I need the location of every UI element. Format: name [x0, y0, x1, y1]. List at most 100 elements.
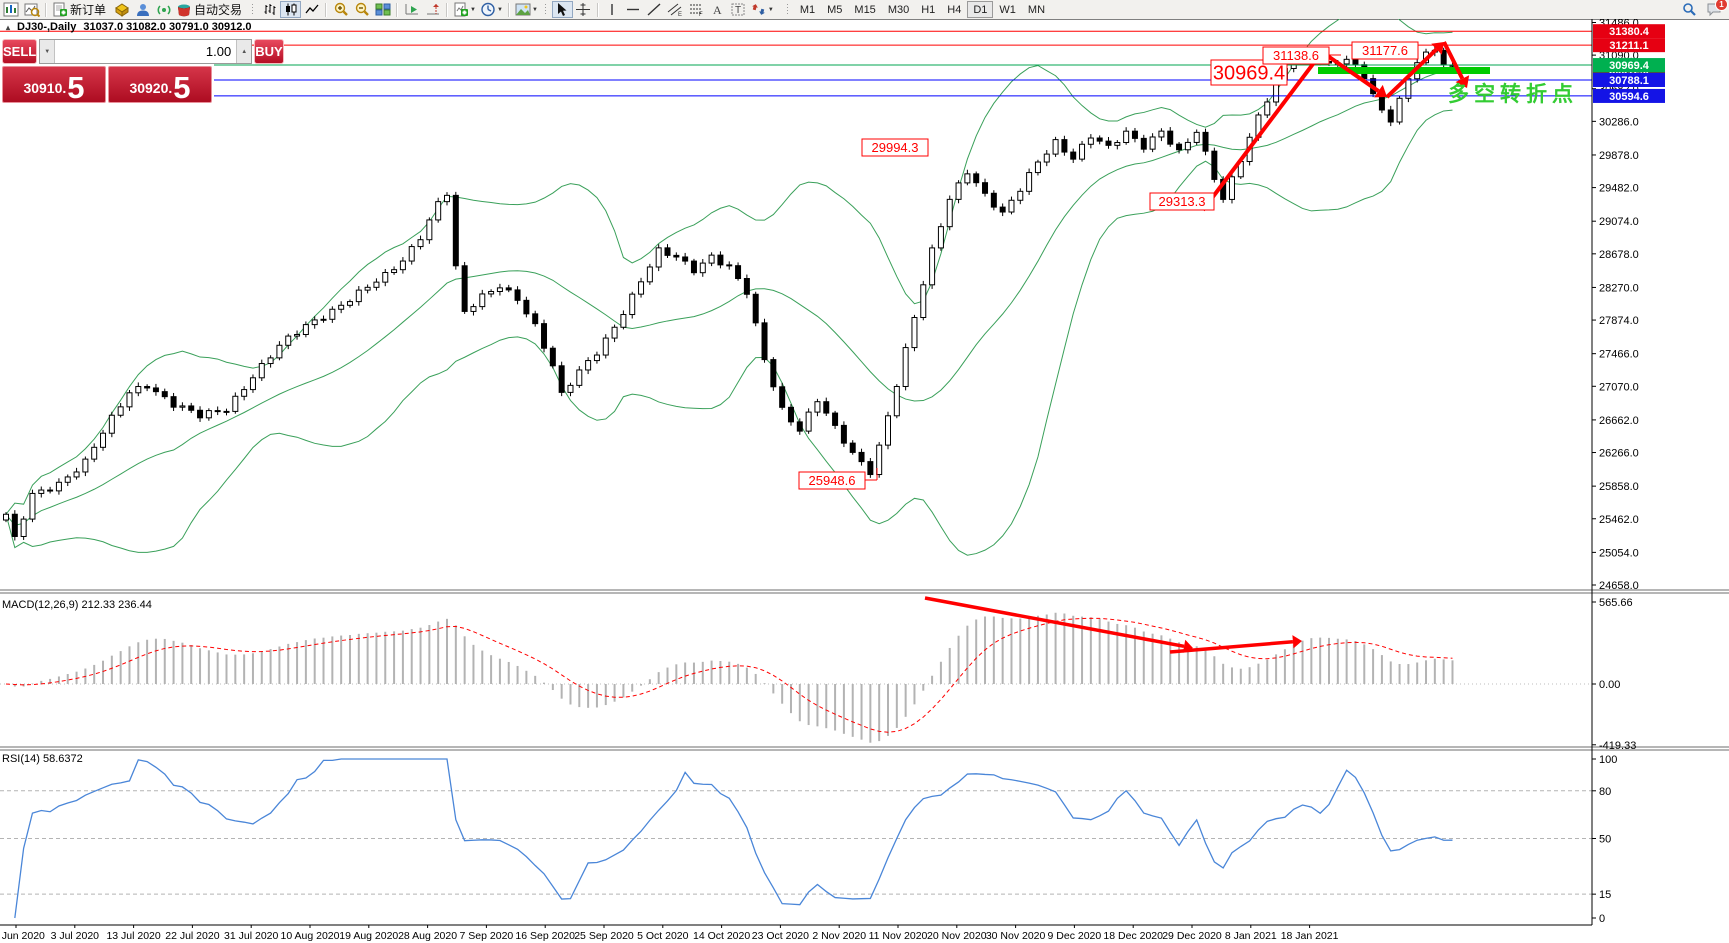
svg-text:2 Nov 2020: 2 Nov 2020	[812, 930, 866, 942]
timeframe-m1-button[interactable]: M1	[799, 3, 816, 16]
bollinger-middle	[5, 70, 1453, 526]
new-order-button[interactable]: 新订单	[50, 1, 111, 18]
vertical-line-tool-button[interactable]	[602, 1, 623, 18]
equidistant-channel-tool-button[interactable]: E	[665, 1, 686, 18]
timeframe-m5-button[interactable]: M5	[827, 3, 843, 16]
candlestick-series	[3, 46, 1456, 541]
chart-shift-button[interactable]	[422, 1, 443, 18]
svg-text:9 Dec 2020: 9 Dec 2020	[1048, 930, 1102, 942]
toolbar-drag-handle[interactable]	[785, 3, 790, 16]
notifications-icon[interactable]: 1	[1703, 0, 1728, 18]
svg-text:25462.0: 25462.0	[1599, 514, 1639, 526]
svg-text:27070.0: 27070.0	[1599, 381, 1639, 393]
ohlc-values: 31037.0 31082.0 30791.0 30912.0	[83, 21, 252, 33]
rsi-pane	[0, 758, 1592, 919]
toolbar-separator	[507, 2, 510, 17]
svg-text:T: T	[735, 5, 741, 16]
fibonacci-tool-button[interactable]: F	[686, 1, 707, 18]
line-chart-type-button[interactable]	[301, 1, 322, 18]
svg-text:F: F	[699, 12, 703, 17]
candlestick-chart-type-button[interactable]	[280, 1, 302, 18]
svg-text:28678.0: 28678.0	[1599, 249, 1639, 261]
templates-menu-button[interactable]: ▼	[513, 1, 540, 18]
dropdown-caret-icon: ▼	[470, 6, 476, 13]
search-icon[interactable]	[1678, 1, 1699, 18]
svg-text:-419.33: -419.33	[1599, 740, 1636, 752]
volume-stepper: ▼ ▲	[39, 39, 253, 64]
svg-text:5 Oct 2020: 5 Oct 2020	[637, 930, 689, 942]
svg-text:28270.0: 28270.0	[1599, 282, 1639, 294]
toolbar-separator	[325, 2, 328, 17]
turning-point-note: 多空转折点	[1448, 82, 1578, 106]
text-label-tool-button[interactable]: T	[728, 1, 749, 18]
bar-chart-type-button[interactable]	[259, 1, 280, 18]
sell-button[interactable]: SELL	[2, 39, 38, 64]
arrows-tool-button[interactable]: ▼	[749, 1, 776, 18]
drop down-caret-icon: ▼	[531, 6, 538, 13]
symbol-marker-icon: ▴	[6, 22, 11, 32]
timeframe-h4-button[interactable]: H4	[947, 3, 962, 16]
svg-text:25858.0: 25858.0	[1599, 481, 1639, 493]
community-icon[interactable]	[132, 1, 153, 18]
svg-text:31380.4: 31380.4	[1609, 26, 1650, 38]
auto-scroll-button[interactable]	[401, 1, 422, 18]
timeframe-mn-button[interactable]: MN	[1027, 3, 1046, 16]
svg-text:16 Sep 2020: 16 Sep 2020	[515, 930, 575, 942]
new-chart-icon[interactable]	[0, 1, 21, 18]
signals-icon[interactable]	[153, 1, 174, 18]
buy-price-display[interactable]: 30920. 5	[108, 66, 212, 103]
zoom-in-button[interactable]	[330, 1, 351, 18]
toolbar-drag-handle[interactable]	[251, 3, 256, 16]
volume-input[interactable]	[55, 40, 237, 63]
crosshair-tool-button[interactable]	[573, 1, 594, 18]
svg-text:20 Nov 2020: 20 Nov 2020	[927, 930, 987, 942]
timeframe-m30-button[interactable]: M30	[887, 3, 910, 16]
auto-trading-button[interactable]: 自动交易	[174, 1, 247, 18]
timeframes-menu-button[interactable]: ▼	[478, 1, 505, 18]
text-tool-button[interactable]: A	[707, 1, 728, 18]
svg-text:15: 15	[1599, 889, 1611, 901]
tick-chart-icon[interactable]	[21, 1, 42, 18]
svg-text:18 Jan 2021: 18 Jan 2021	[1281, 930, 1339, 942]
timeframe-h1-button[interactable]: H1	[921, 3, 936, 16]
svg-text:28 Aug 2020: 28 Aug 2020	[398, 930, 457, 942]
tile-windows-button[interactable]	[372, 1, 393, 18]
svg-text:27874.0: 27874.0	[1599, 315, 1639, 327]
svg-text:30788.1: 30788.1	[1609, 75, 1649, 87]
volume-decrease-button[interactable]: ▼	[40, 40, 56, 63]
symbol-period-label: DJ30-,Daily	[17, 21, 77, 33]
toolbar-separator	[446, 2, 449, 17]
macd-indicator-label: MACD(12,26,9) 212.33 236.44	[2, 599, 152, 611]
cursor-tool-button[interactable]	[551, 1, 573, 18]
svg-text:19 Aug 2020: 19 Aug 2020	[339, 930, 398, 942]
indicators-menu-button[interactable]: ▼	[451, 1, 478, 18]
volume-increase-button[interactable]: ▲	[236, 40, 252, 63]
toolbar-drag-handle[interactable]	[543, 3, 548, 16]
market-depth-icon[interactable]	[111, 1, 132, 18]
buy-button[interactable]: BUY	[254, 39, 284, 64]
zoom-out-button[interactable]	[351, 1, 372, 18]
trendline-tool-button[interactable]	[644, 1, 665, 18]
timeframe-m15-button[interactable]: M15	[854, 3, 876, 16]
svg-text:25054.0: 25054.0	[1599, 547, 1639, 559]
svg-text:26266.0: 26266.0	[1599, 448, 1639, 460]
svg-text:13 Jul 2020: 13 Jul 2020	[106, 930, 160, 942]
timeframe-d1-button[interactable]: D1	[967, 1, 994, 18]
svg-text:24658.0: 24658.0	[1599, 580, 1639, 592]
toolbar-separator	[396, 2, 399, 17]
horizontal-line-tool-button[interactable]	[623, 1, 644, 18]
sell-price-display[interactable]: 30910. 5	[2, 66, 106, 103]
svg-text:31211.1: 31211.1	[1609, 40, 1648, 52]
svg-text:11 Nov 2020: 11 Nov 2020	[869, 930, 928, 942]
timeframe-w1-button[interactable]: W1	[999, 3, 1016, 16]
price-annotation-box	[861, 138, 929, 157]
svg-text:30969.4: 30969.4	[1609, 60, 1650, 72]
macd-pane	[0, 612, 1592, 743]
svg-text:50: 50	[1599, 834, 1611, 846]
auto-trading-label: 自动交易	[194, 3, 243, 17]
new-order-label: 新订单	[70, 3, 107, 17]
svg-text:26662.0: 26662.0	[1599, 415, 1639, 427]
